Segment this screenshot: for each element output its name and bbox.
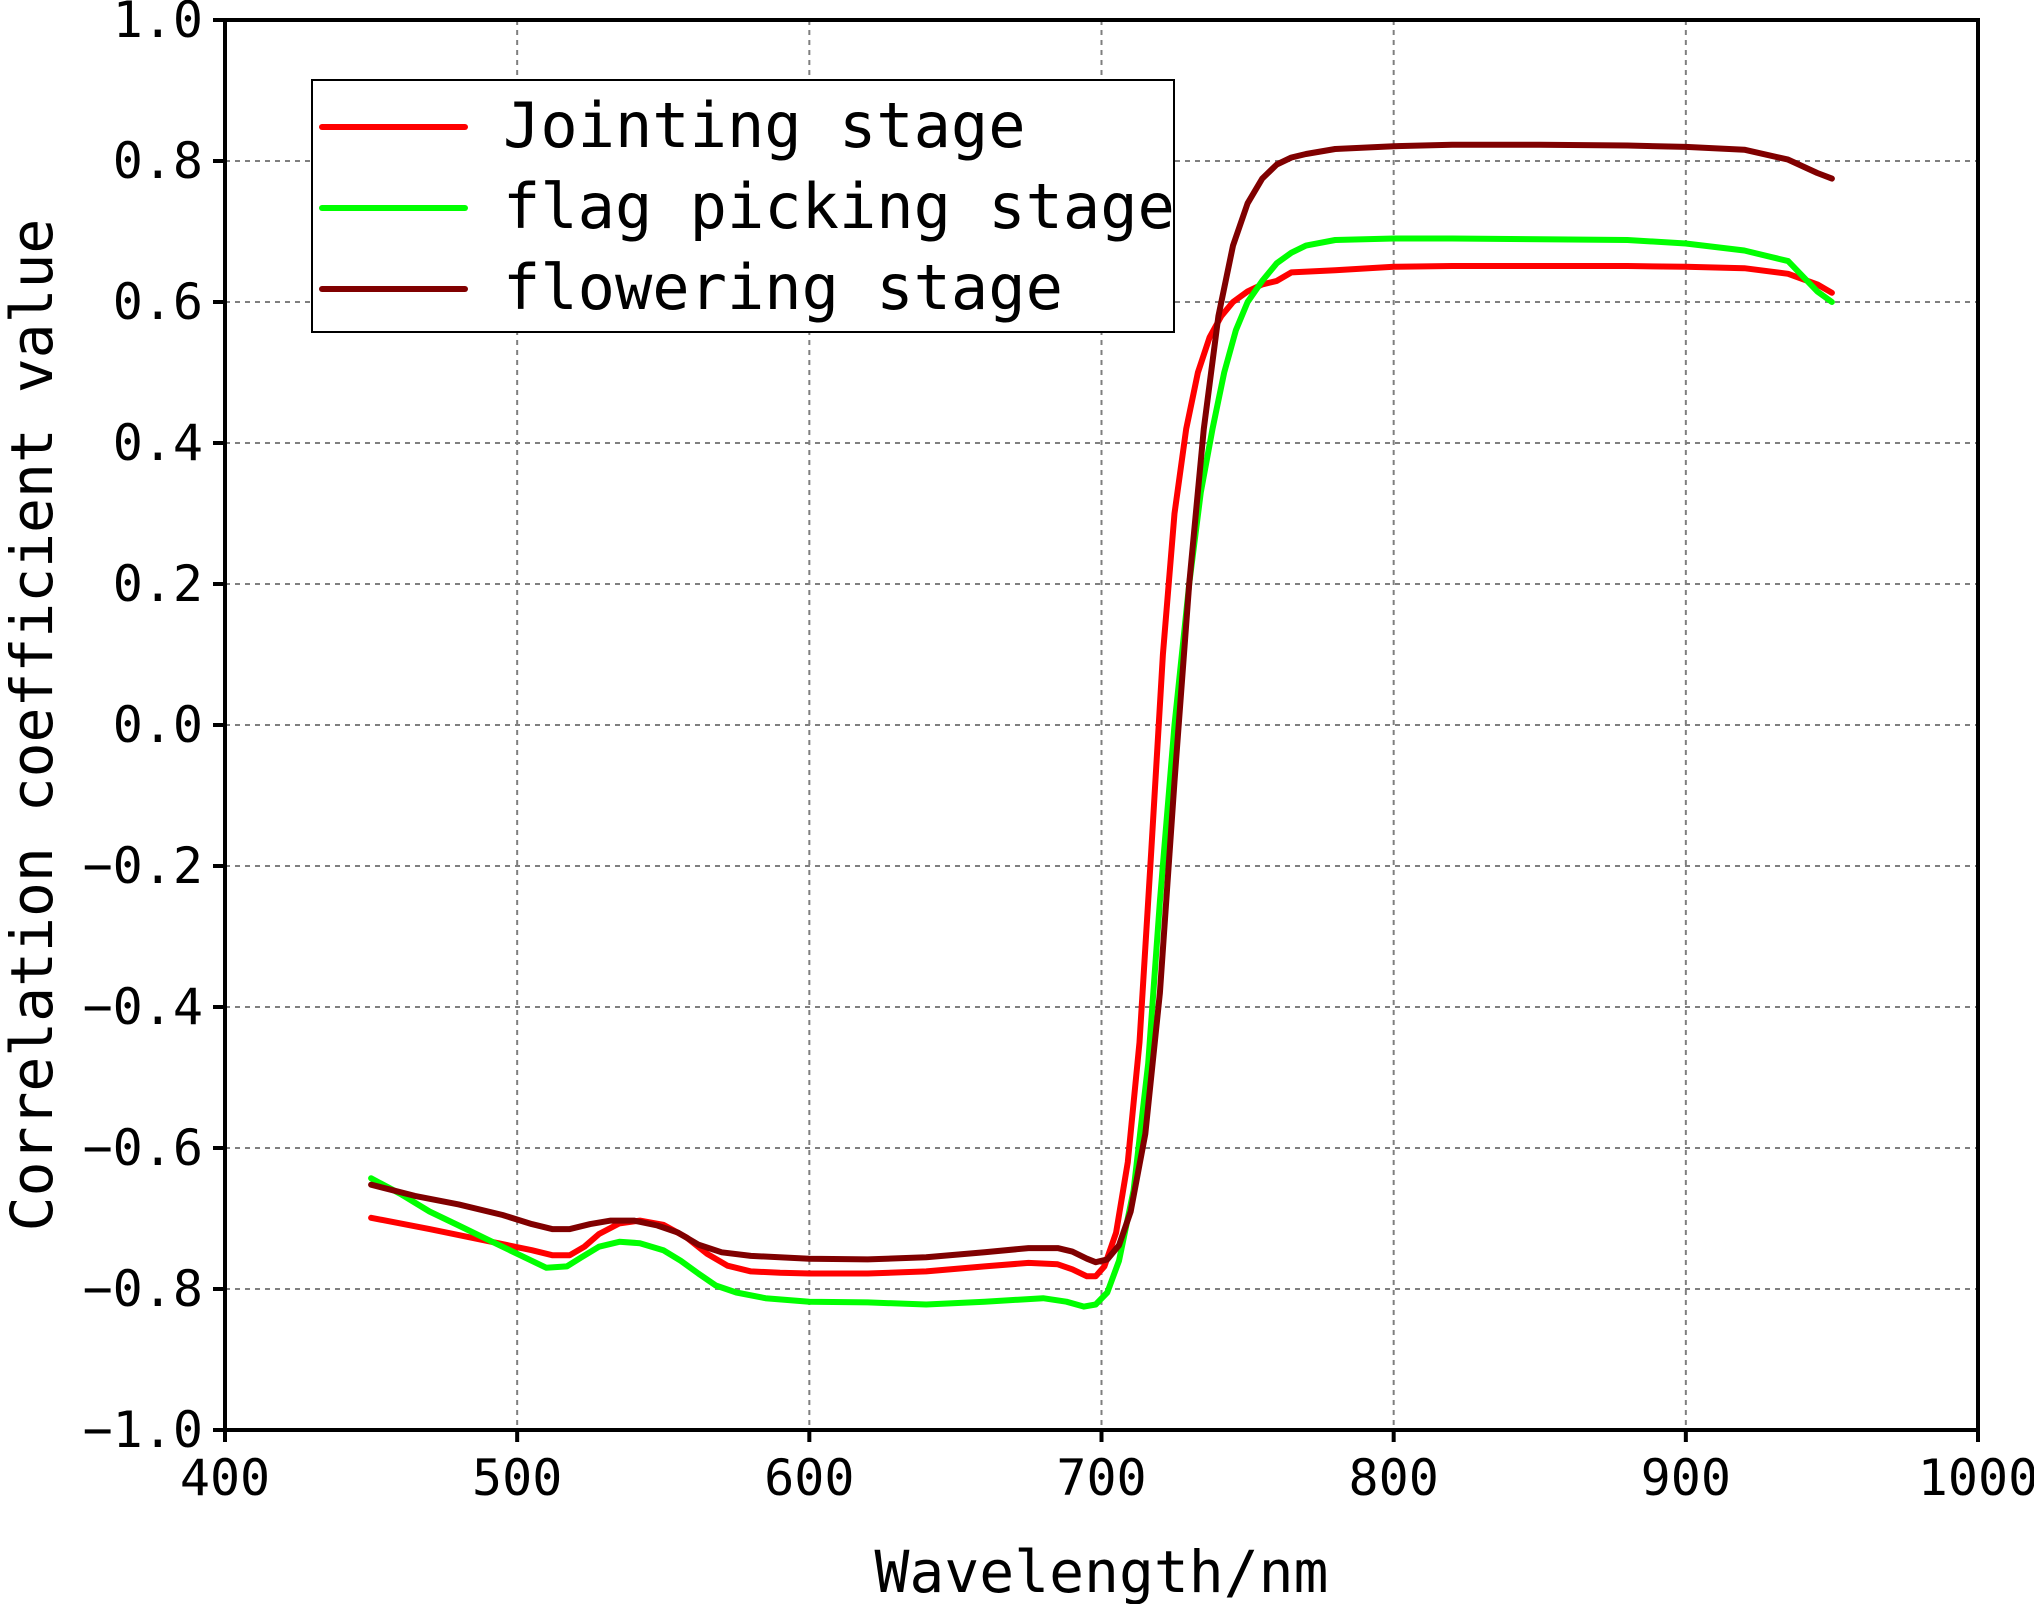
x-tick-labels: 400 500 600 700 800 900 1000	[180, 1449, 2034, 1507]
series-line-flag-picking-stage	[368, 235, 1835, 1310]
y-tick-label: −0.4	[83, 978, 203, 1036]
y-tick-label: 0.6	[113, 273, 203, 331]
y-tick-label: −1.0	[83, 1401, 203, 1459]
y-tick-label: 0.0	[113, 696, 203, 754]
y-tick-label: 0.2	[113, 555, 203, 613]
y-tick-label: 1.0	[113, 0, 203, 49]
y-axis-title: Correlation coefficient value	[0, 219, 66, 1232]
legend: Jointing stage flag picking stage flower…	[311, 79, 1175, 333]
x-tick-label: 900	[1641, 1449, 1731, 1507]
y-tick-labels: −1.0 −0.8 −0.6 −0.4 −0.2 0.0 0.2 0.4 0.6 0.8 1.0	[83, 0, 203, 1459]
series-lines	[368, 141, 1835, 1310]
legend-label-jointing: Jointing stage	[503, 89, 1026, 162]
x-axis-title: Wavelength/nm	[875, 1538, 1329, 1604]
x-tick-label: 1000	[1918, 1449, 2034, 1507]
legend-label-flowering: flowering stage	[503, 251, 1063, 324]
y-tick-label: −0.8	[83, 1260, 203, 1318]
x-tick-label: 700	[1056, 1449, 1146, 1507]
y-tick-label: −0.2	[83, 837, 203, 895]
legend-label-flag-picking: flag picking stage	[503, 170, 1175, 243]
y-tick-label: 0.4	[113, 414, 203, 472]
axis-ticks	[213, 18, 1980, 1442]
x-tick-label: 500	[472, 1449, 562, 1507]
series-line-flowering-stage	[368, 141, 1835, 1266]
y-tick-label: −0.6	[83, 1119, 203, 1177]
x-tick-label: 800	[1349, 1449, 1439, 1507]
y-tick-label: 0.8	[113, 132, 203, 190]
x-tick-label: 400	[180, 1449, 270, 1507]
x-tick-label: 600	[764, 1449, 854, 1507]
